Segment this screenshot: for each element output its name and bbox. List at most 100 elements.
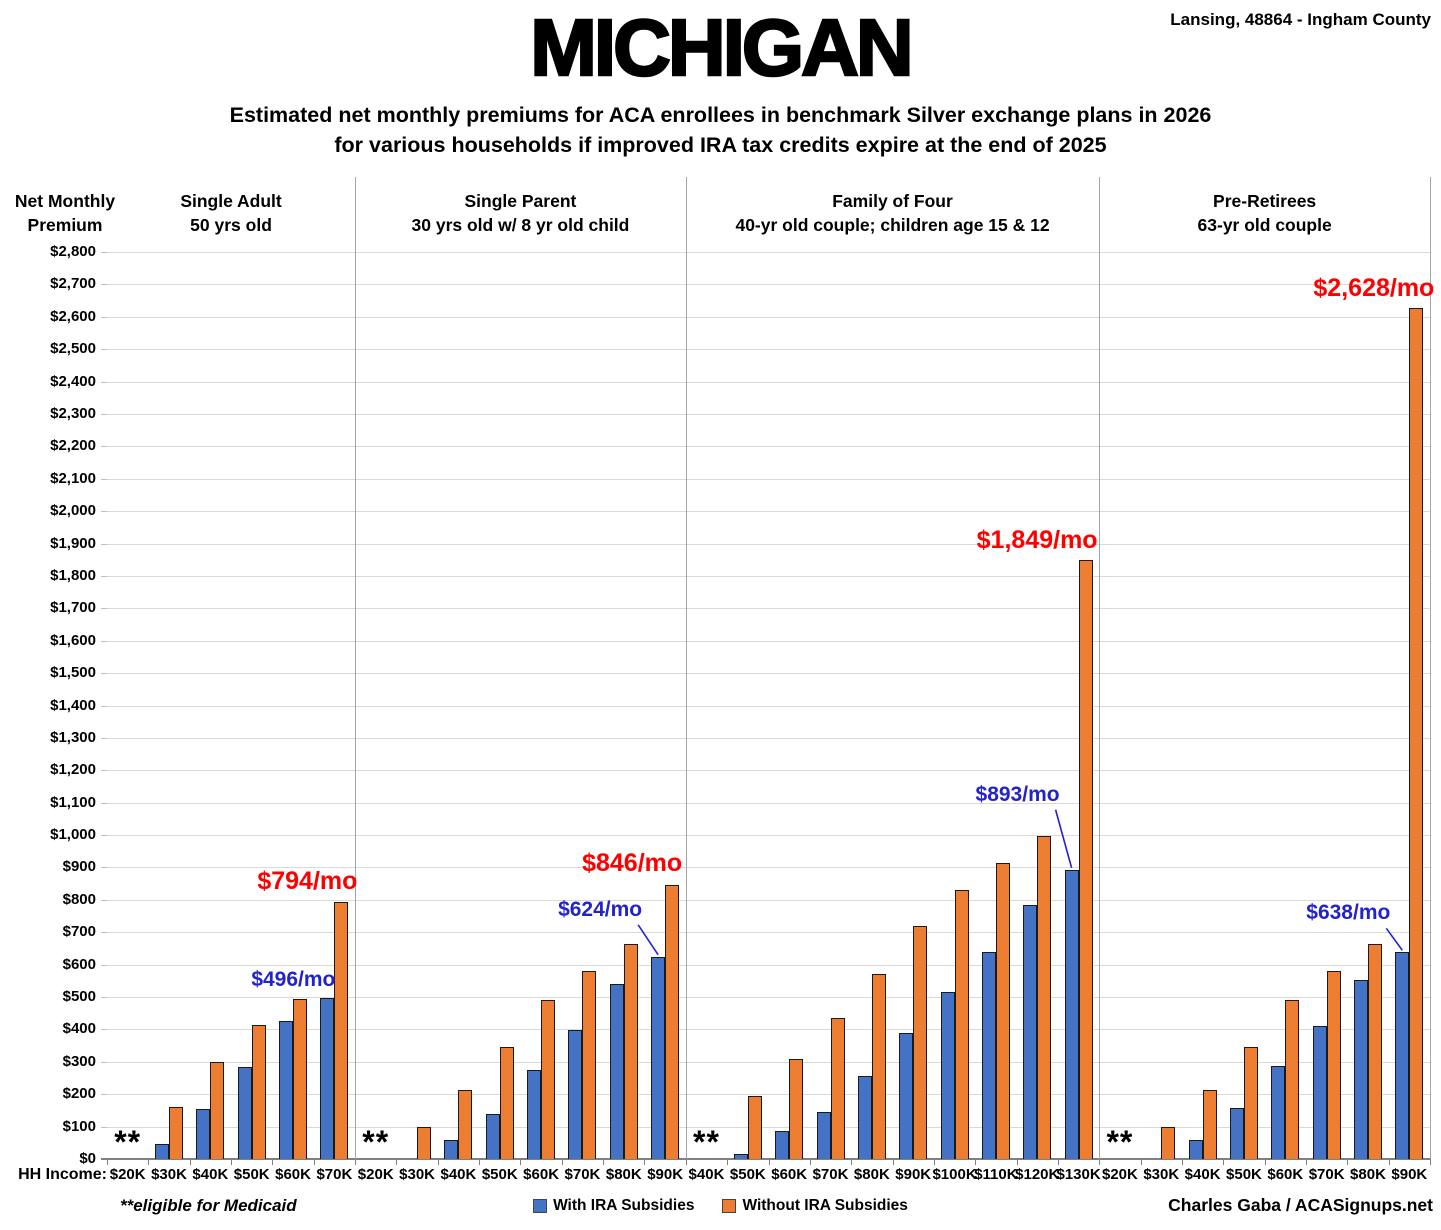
- x-axis-tick: [1099, 1160, 1101, 1165]
- x-axis-tick-label: $30K: [399, 1166, 436, 1183]
- gridline: [107, 349, 1430, 351]
- gridline: [107, 316, 1430, 318]
- page-title: MICHIGAN: [529, 2, 915, 94]
- panel-title-line-2: 40-yr old couple; children age 15 & 12: [735, 214, 1050, 235]
- medicaid-eligible-marker: **: [693, 1124, 720, 1160]
- panel-title: Single Parent 30 yrs old w/ 8 yr old chil…: [412, 190, 630, 237]
- bar-with-ira-subsidies: [1023, 904, 1038, 1159]
- y-tick: [101, 1126, 107, 1128]
- y-tick: [101, 737, 107, 739]
- gridline: [107, 478, 1430, 480]
- x-axis-tick-label: $90K: [895, 1166, 932, 1183]
- bar-without-ira-subsidies: [871, 973, 886, 1159]
- bar-with-ira-subsidies: [279, 1021, 294, 1159]
- x-axis-tick-label: $40K: [440, 1166, 477, 1183]
- x-axis-tick: [603, 1160, 605, 1165]
- bar-with-ira-subsidies: [444, 1139, 459, 1159]
- y-axis-tick-label: $1,800: [50, 566, 96, 584]
- bar-with-ira-subsidies: [1395, 952, 1410, 1159]
- y-tick: [101, 932, 107, 934]
- bar-without-ira-subsidies: [1409, 307, 1424, 1159]
- annotation-blue: $496/mo: [251, 968, 336, 992]
- bar-with-ira-subsidies: [485, 1113, 500, 1159]
- panel-title: Single Adult 50 yrs old: [180, 190, 281, 237]
- gridline: [107, 1061, 1430, 1063]
- y-axis-tick-label: $1,100: [50, 793, 96, 811]
- annotation-blue: $638/mo: [1306, 901, 1391, 925]
- annotation-red: $2,628/mo: [1313, 273, 1435, 302]
- panel-title-line-1: Single Parent: [464, 191, 577, 211]
- y-axis-tick-label: $1,000: [50, 826, 96, 844]
- gridline: [107, 997, 1430, 999]
- x-axis-tick: [355, 1160, 357, 1165]
- gridline: [107, 640, 1430, 642]
- x-axis-tick: [148, 1160, 150, 1165]
- bar-with-ira-subsidies: [155, 1144, 170, 1159]
- gridline: [107, 770, 1430, 772]
- gridline: [107, 252, 1430, 253]
- x-axis-tick-label: $20K: [1101, 1166, 1138, 1183]
- y-axis-tick-label: $2,600: [50, 307, 96, 325]
- bar-with-ira-subsidies: [1229, 1108, 1244, 1159]
- y-tick: [101, 349, 107, 351]
- y-tick: [101, 867, 107, 869]
- legend-swatch: [722, 1199, 737, 1213]
- panel-title: Pre-Retirees 63-yr old couple: [1198, 190, 1332, 237]
- bar-without-ira-subsidies: [954, 890, 969, 1159]
- bar-with-ira-subsidies: [940, 992, 955, 1159]
- panel-title: Family of Four 40-yr old couple; children…: [735, 190, 1049, 237]
- x-axis-tick: [107, 1160, 108, 1165]
- x-axis-label: HH Income:: [18, 1166, 107, 1183]
- x-axis-tick: [1057, 1160, 1059, 1165]
- legend: With IRA Subsidies Without IRA Subsidies: [0, 1197, 1441, 1215]
- bar-without-ira-subsidies: [1243, 1047, 1258, 1159]
- bar-without-ira-subsidies: [1202, 1090, 1217, 1159]
- y-tick: [101, 835, 107, 837]
- y-axis-tick-label: $1,900: [50, 534, 96, 552]
- gridline: [107, 932, 1430, 934]
- medicaid-eligible-marker: **: [1106, 1124, 1134, 1160]
- x-axis-tick: [727, 1160, 729, 1165]
- medicaid-footnote: **eligible for Medicaid: [120, 1196, 297, 1215]
- y-axis-tick-label: $2,800: [50, 243, 96, 260]
- y-axis-tick-label: $700: [62, 923, 96, 941]
- bar-with-ira-subsidies: [609, 984, 624, 1159]
- y-axis-tick-label: $400: [62, 1020, 96, 1038]
- y-axis-tick-label: $300: [62, 1052, 96, 1070]
- y-axis-tick-label: $1,500: [50, 664, 96, 682]
- credit: Charles Gaba / ACASignups.net: [1168, 1195, 1433, 1215]
- medicaid-eligible-marker: **: [362, 1124, 390, 1160]
- x-axis-tick-label: $50K: [1226, 1166, 1262, 1183]
- y-axis-tick-label: $0: [79, 1150, 96, 1167]
- x-axis-tick-label: $60K: [523, 1166, 560, 1183]
- x-axis-tick: [809, 1160, 811, 1165]
- bar-without-ira-subsidies: [1326, 971, 1341, 1159]
- x-axis-tick-label: $40K: [1184, 1166, 1221, 1183]
- legend-label: With IRA Subsidies: [553, 1197, 695, 1214]
- bar-with-ira-subsidies: [899, 1032, 914, 1159]
- bar-with-ira-subsidies: [527, 1069, 542, 1159]
- y-axis-tick-label: $2,300: [50, 404, 96, 422]
- gridline: [107, 381, 1430, 383]
- x-axis-tick: [437, 1160, 439, 1165]
- y-axis-tick-label: $500: [62, 988, 96, 1006]
- gridline: [107, 802, 1430, 804]
- panel-title-line-2: 30 yrs old w/ 8 yr old child: [411, 214, 630, 235]
- bar-with-ira-subsidies: [568, 1030, 583, 1159]
- x-axis-tick: [231, 1160, 233, 1165]
- bar-with-ira-subsidies: [237, 1066, 252, 1159]
- gridline: [107, 964, 1430, 966]
- x-axis-tick-label: $50K: [481, 1166, 518, 1183]
- bar-with-ira-subsidies: [196, 1108, 211, 1159]
- x-axis-tick: [685, 1160, 687, 1165]
- x-axis-tick: [520, 1160, 522, 1165]
- x-axis-tick-label: $50K: [729, 1166, 766, 1183]
- y-tick: [101, 705, 107, 707]
- x-axis-tick-label: $70K: [564, 1166, 601, 1183]
- x-axis-tick: [1181, 1160, 1183, 1165]
- x-axis-tick: [1140, 1160, 1142, 1165]
- panel-divider: [355, 177, 357, 1159]
- annotation-pointer-line: [637, 924, 659, 956]
- gridline: [107, 608, 1430, 610]
- annotation-red: $794/mo: [257, 866, 358, 895]
